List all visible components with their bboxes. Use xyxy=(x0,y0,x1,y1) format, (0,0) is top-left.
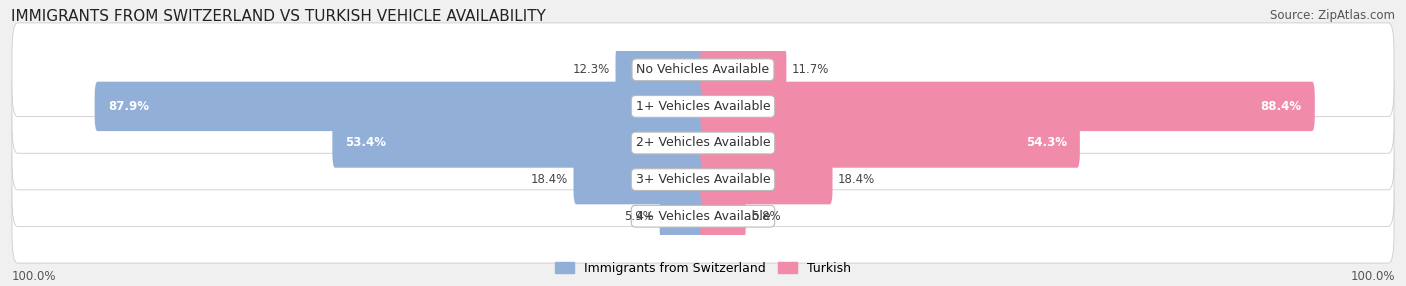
Text: 11.7%: 11.7% xyxy=(792,63,830,76)
FancyBboxPatch shape xyxy=(616,45,706,94)
FancyBboxPatch shape xyxy=(700,155,832,204)
FancyBboxPatch shape xyxy=(13,23,1393,117)
FancyBboxPatch shape xyxy=(659,192,706,241)
FancyBboxPatch shape xyxy=(13,169,1393,263)
Text: No Vehicles Available: No Vehicles Available xyxy=(637,63,769,76)
Text: 53.4%: 53.4% xyxy=(346,136,387,150)
FancyBboxPatch shape xyxy=(700,118,1080,168)
FancyBboxPatch shape xyxy=(574,155,706,204)
Text: 1+ Vehicles Available: 1+ Vehicles Available xyxy=(636,100,770,113)
Text: IMMIGRANTS FROM SWITZERLAND VS TURKISH VEHICLE AVAILABILITY: IMMIGRANTS FROM SWITZERLAND VS TURKISH V… xyxy=(11,9,546,23)
Text: 5.8%: 5.8% xyxy=(751,210,780,223)
Text: 87.9%: 87.9% xyxy=(108,100,149,113)
Text: 100.0%: 100.0% xyxy=(11,270,56,283)
FancyBboxPatch shape xyxy=(13,59,1393,153)
Text: 4+ Vehicles Available: 4+ Vehicles Available xyxy=(636,210,770,223)
Text: Source: ZipAtlas.com: Source: ZipAtlas.com xyxy=(1270,9,1395,21)
Text: 2+ Vehicles Available: 2+ Vehicles Available xyxy=(636,136,770,150)
Text: 18.4%: 18.4% xyxy=(838,173,876,186)
Text: 18.4%: 18.4% xyxy=(530,173,568,186)
FancyBboxPatch shape xyxy=(332,118,706,168)
Text: 100.0%: 100.0% xyxy=(1350,270,1395,283)
FancyBboxPatch shape xyxy=(700,45,786,94)
Text: 88.4%: 88.4% xyxy=(1261,100,1302,113)
FancyBboxPatch shape xyxy=(13,96,1393,190)
FancyBboxPatch shape xyxy=(700,192,745,241)
FancyBboxPatch shape xyxy=(94,82,706,131)
Text: 5.9%: 5.9% xyxy=(624,210,654,223)
FancyBboxPatch shape xyxy=(13,133,1393,227)
FancyBboxPatch shape xyxy=(700,82,1315,131)
Legend: Immigrants from Switzerland, Turkish: Immigrants from Switzerland, Turkish xyxy=(550,257,856,280)
Text: 54.3%: 54.3% xyxy=(1026,136,1067,150)
Text: 12.3%: 12.3% xyxy=(572,63,610,76)
Text: 3+ Vehicles Available: 3+ Vehicles Available xyxy=(636,173,770,186)
